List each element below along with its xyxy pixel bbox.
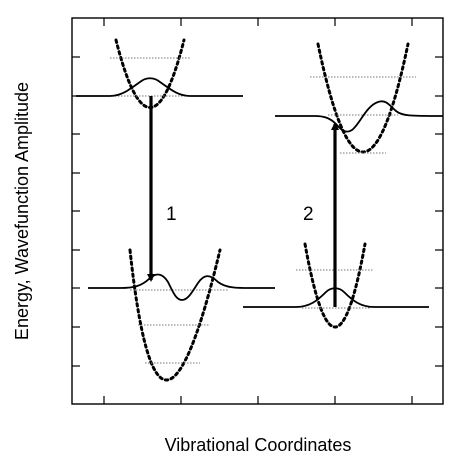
x-axis-label: Vibrational Coordinates [165, 435, 352, 455]
x-ticks-top [104, 18, 412, 26]
left-lower-potential-well [130, 250, 220, 380]
transition-2-label: 2 [303, 204, 314, 225]
x-ticks-bottom [104, 396, 412, 404]
right-upper-wavefunction [275, 101, 443, 131]
y-ticks-left [72, 57, 80, 366]
y-ticks-right [435, 57, 443, 366]
left-upper-wavefunction [76, 78, 243, 96]
transition-1-label: 1 [166, 204, 177, 225]
y-axis-label: Energy, Wavefunction Amplitude [12, 82, 32, 340]
right-upper-potential-well [318, 44, 408, 152]
left-lower-wavefunction [88, 275, 275, 300]
